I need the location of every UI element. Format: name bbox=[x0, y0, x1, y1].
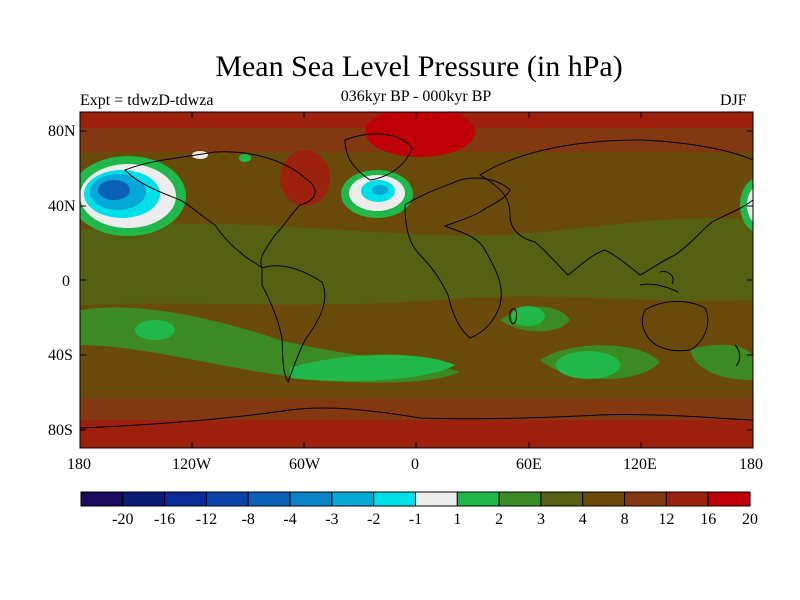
coast-australia bbox=[641, 301, 709, 352]
lon-tick-180e: 180 bbox=[739, 456, 763, 473]
field-arctic-spot-2 bbox=[239, 154, 251, 162]
coast-south-america bbox=[261, 265, 326, 384]
coast-asia bbox=[479, 139, 753, 276]
colorbar-label: 8 bbox=[621, 511, 629, 528]
tick-marks bbox=[80, 112, 753, 448]
colorbar-label: 1 bbox=[453, 511, 461, 528]
lat-tick-40n: 40N bbox=[48, 198, 76, 215]
field-east-pacific-green bbox=[690, 344, 753, 380]
colorbar-label: 20 bbox=[742, 511, 758, 528]
colorbar-label: 16 bbox=[700, 511, 716, 528]
period-subtitle: 036kyr BP - 000kyr BP bbox=[340, 88, 492, 105]
colorbar-swatch bbox=[122, 491, 166, 507]
colorbar-label: -20 bbox=[112, 511, 133, 528]
colorbar-swatch bbox=[415, 491, 458, 507]
lat-tick-80s: 80S bbox=[48, 422, 73, 439]
coast-antarctica bbox=[80, 407, 753, 429]
lon-tick-120e: 120E bbox=[623, 456, 657, 473]
colorbar-label: -8 bbox=[242, 511, 255, 528]
field-atlantic-low-core bbox=[372, 185, 388, 195]
map-title: Mean Sea Level Pressure (in hPa) bbox=[215, 50, 623, 83]
colorbar-swatch bbox=[205, 491, 249, 507]
field-south-atlantic-low bbox=[290, 354, 455, 382]
coast-europe-africa bbox=[404, 177, 511, 339]
colorbar-swatch bbox=[80, 491, 124, 507]
colorbar-label: -1 bbox=[409, 511, 422, 528]
coast-greenland bbox=[344, 133, 413, 181]
field-south-pacific-low bbox=[135, 320, 175, 340]
colorbar-swatch bbox=[373, 491, 416, 507]
colorbar-label: -4 bbox=[283, 511, 296, 528]
field-madagascar-low bbox=[511, 306, 545, 326]
season-label: DJF bbox=[720, 92, 747, 109]
lon-tick-60w: 60W bbox=[289, 456, 321, 473]
colorbar-label: 12 bbox=[658, 511, 674, 528]
colorbar-swatch bbox=[707, 491, 751, 507]
colorbar-label: 4 bbox=[579, 511, 587, 528]
field-greenland-high bbox=[365, 112, 475, 157]
colorbar-swatch bbox=[331, 491, 375, 507]
field-edge-low-core bbox=[753, 193, 767, 217]
colorbar: -20 -16 -12 -8 -4 -3 -2 -1 1 2 3 4 8 12 16 20 bbox=[80, 491, 758, 528]
field-edge-low-neutral bbox=[747, 188, 753, 222]
lon-tick-180w: 180 bbox=[67, 456, 91, 473]
colorbar-label: 2 bbox=[495, 511, 503, 528]
colorbar-swatch bbox=[164, 491, 207, 507]
colorbar-label: 3 bbox=[537, 511, 545, 528]
coast-new-zealand bbox=[734, 344, 741, 367]
coast-madagascar bbox=[509, 308, 517, 325]
field-tropical-belt bbox=[80, 217, 753, 305]
lat-tick-40s: 40S bbox=[48, 347, 73, 364]
coastlines bbox=[80, 133, 753, 429]
colorbar-label: -16 bbox=[154, 511, 175, 528]
colorbar-swatch bbox=[665, 491, 709, 507]
colorbar-label: -2 bbox=[367, 511, 380, 528]
field-indian-ocean-low bbox=[556, 351, 620, 379]
lon-tick-0: 0 bbox=[411, 456, 419, 473]
colorbar-swatch bbox=[540, 491, 584, 507]
lon-tick-60e: 60E bbox=[516, 456, 542, 473]
lat-tick-80n: 80N bbox=[48, 123, 76, 140]
coast-north-america bbox=[124, 151, 316, 269]
lat-tick-0: 0 bbox=[62, 273, 70, 290]
experiment-label: Expt = tdwzD-tdwza bbox=[80, 92, 214, 109]
colorbar-swatch bbox=[247, 491, 291, 507]
colorbar-swatch bbox=[582, 491, 626, 507]
coast-indonesia bbox=[639, 271, 679, 293]
field-pacific-low-core bbox=[98, 180, 130, 200]
field-arctic-spot-1 bbox=[192, 151, 208, 159]
colorbar-swatch bbox=[289, 491, 333, 507]
colorbar-label: -3 bbox=[325, 511, 338, 528]
colorbar-swatch bbox=[498, 491, 542, 507]
colorbar-label: -12 bbox=[196, 511, 217, 528]
colorbar-swatch bbox=[456, 491, 500, 507]
lon-tick-120w: 120W bbox=[172, 456, 212, 473]
colorbar-swatch bbox=[624, 491, 667, 507]
